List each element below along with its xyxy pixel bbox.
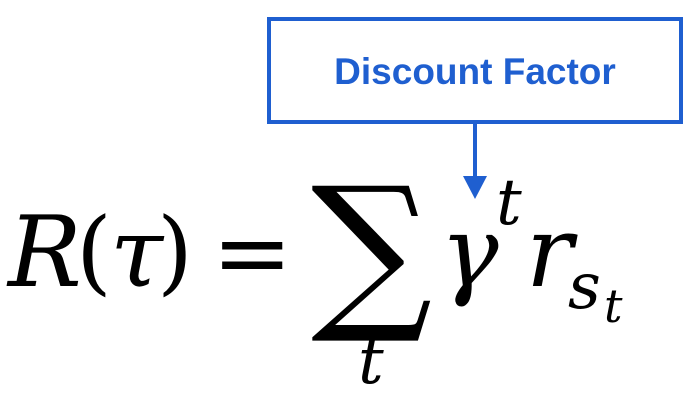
open-paren: (: [76, 198, 112, 305]
reward-sub-subscript: t: [604, 279, 623, 333]
close-paren: ): [157, 198, 193, 305]
annotation-box: [267, 17, 683, 124]
equation: R ( τ ) = ∑ t γ t r s t: [6, 151, 623, 399]
sum-index: t: [358, 325, 384, 399]
gamma-icon: γ: [440, 196, 499, 310]
annotation-arrow-head: [463, 176, 487, 199]
gamma-exponent: t: [496, 166, 522, 240]
summation-icon: ∑: [311, 151, 432, 349]
lhs-argument-tau: τ: [110, 197, 165, 309]
reward-subscript: s: [568, 250, 601, 324]
reward-symbol: r: [526, 196, 578, 310]
lhs-symbol-R: R: [6, 196, 82, 310]
annotation-label: Discount Factor: [334, 51, 616, 92]
equals-sign: =: [212, 197, 292, 309]
annotation-callout: Discount Factor: [267, 17, 683, 199]
